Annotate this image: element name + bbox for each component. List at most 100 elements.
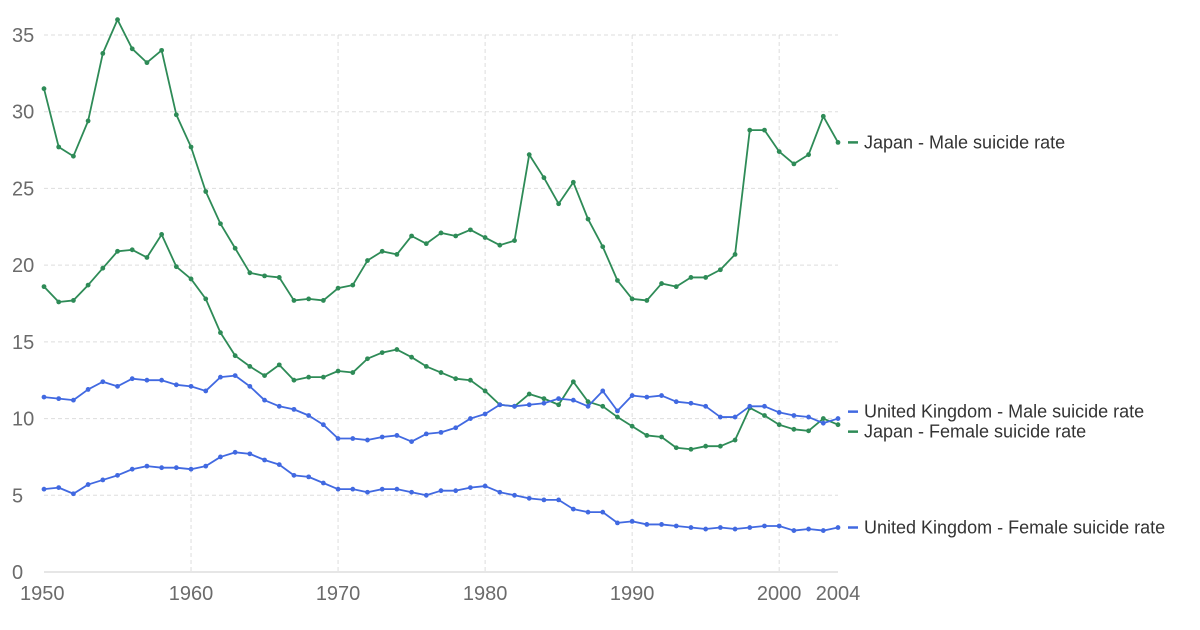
data-point [144,377,150,383]
data-point [85,282,91,288]
data-point [291,406,297,412]
data-point [673,284,679,290]
data-point [276,403,282,409]
x-tick-label: 2000 [757,583,802,605]
data-point [468,416,473,421]
data-point [100,379,106,385]
data-point [615,414,620,420]
series-3 [41,449,841,533]
data-point [835,140,841,145]
data-point [232,449,238,455]
data-point [526,152,532,158]
data-point [688,446,694,452]
axes: 0 5 10 15 20 25 30 35 1950 1960 1970 1980 1990 2000 20… [12,25,860,605]
data-point [762,127,767,133]
data-point [100,477,106,483]
data-point [762,523,767,529]
data-point [629,296,635,302]
data-point [820,420,826,426]
data-point [320,422,326,428]
data-point [218,374,223,380]
data-point [453,233,459,239]
y-tick-label: 5 [12,485,23,507]
data-point [188,383,194,389]
data-point [688,525,694,530]
data-point [673,399,679,405]
legend-item: Japan - Female suicide rate [848,422,1086,442]
data-point [409,354,414,360]
data-point [482,235,488,240]
data-point [659,281,664,286]
data-point [703,443,709,449]
data-point [806,414,811,420]
data-point [615,520,620,526]
data-point [335,486,341,492]
data-point [732,252,738,257]
data-point [703,403,709,409]
data-point [438,429,444,435]
data-point [173,112,179,118]
data-point [394,252,400,257]
data-point [247,383,253,389]
data-point [306,474,312,480]
data-point [791,413,797,418]
data-point [776,422,782,428]
data-point [188,276,194,282]
data-point [438,230,444,236]
data-point [776,523,782,529]
y-tick-label: 30 [12,102,34,124]
data-point [159,47,165,53]
x-tick-label: 1990 [610,583,655,605]
y-tick-label: 35 [12,25,34,47]
data-point [85,118,91,124]
data-point [203,388,209,394]
data-point [629,423,635,429]
legend-label: Japan - Female suicide rate [864,422,1086,442]
series-line [43,18,839,302]
data-point [688,400,694,406]
data-point [41,394,47,400]
data-point [570,179,576,185]
data-point [144,463,150,469]
legend-item: United Kingdom - Male suicide rate [848,402,1144,422]
data-point [835,416,841,421]
data-point [482,411,488,417]
data-point [350,436,356,441]
data-point [717,525,723,530]
data-point [41,86,47,92]
data-point [56,299,62,305]
data-point [776,410,782,415]
data-point [365,437,370,443]
data-point [541,396,547,402]
series-lines [41,17,841,533]
data-point [659,434,664,440]
data-point [41,486,47,492]
data-point [644,298,650,303]
y-tick-label: 15 [12,332,34,354]
data-point [115,472,120,478]
x-tick-label: 1980 [463,583,508,605]
y-tick-label: 25 [12,178,34,200]
data-point [717,267,723,273]
x-tick-label: 1970 [316,583,361,605]
data-point [159,377,165,383]
data-point [320,298,326,303]
data-point [365,258,370,263]
data-point [468,377,473,383]
data-point [468,227,473,233]
data-point [556,396,562,402]
legend-label: United Kingdom - Male suicide rate [864,402,1144,422]
data-point [335,368,341,374]
data-point [600,403,606,409]
legend-label: Japan - Male suicide rate [864,132,1065,152]
data-point [365,356,370,362]
data-point [659,522,664,527]
data-point [732,414,738,420]
data-point [56,485,62,491]
legend-item: Japan - Male suicide rate [848,132,1065,152]
data-point [379,434,385,440]
data-point [600,388,606,394]
data-point [629,518,635,524]
data-point [570,506,576,512]
